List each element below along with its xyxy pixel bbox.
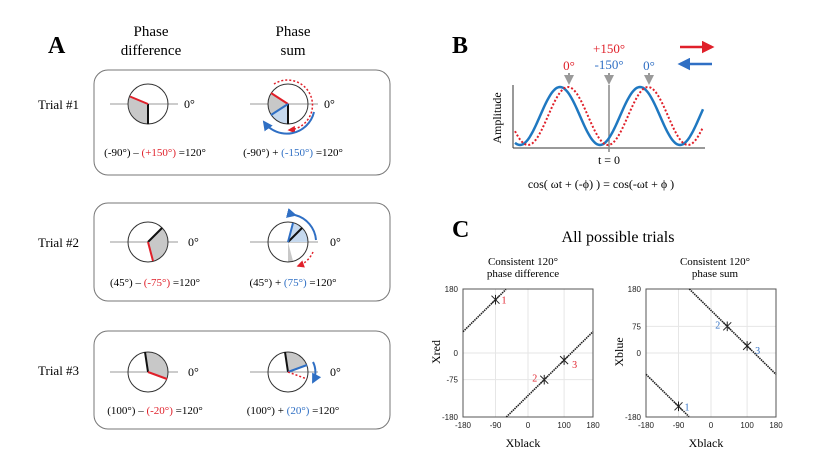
trial-point-label: 3: [572, 360, 577, 371]
b-wave-red: [514, 85, 704, 147]
trial-point-2: [722, 321, 732, 332]
trial-1-sum-dial: [250, 79, 318, 135]
panel-a-label: A: [48, 33, 66, 59]
c-left-title-1: Consistent 120°: [488, 256, 558, 268]
trial-3-sum-dial: [250, 351, 322, 393]
trial-2-diff-zero: 0°: [188, 235, 199, 249]
trial-2-diff-eq: (45°) – (-75°) =120°: [110, 277, 200, 289]
c-right-xlabel: Xblack: [689, 436, 724, 450]
trial-2-diff-dial: [110, 221, 178, 263]
c-left-plot: -180 -90 0 100 180 180 0 -75 -180 1 2 3: [442, 285, 600, 430]
b-wave-blue: [514, 85, 705, 147]
y-tick-label: -75: [446, 376, 458, 385]
b-zero-red: 0°: [563, 58, 575, 73]
c-left-title-2: phase difference: [487, 268, 559, 280]
y-tick-label: -180: [625, 413, 642, 422]
x-tick-label: -90: [673, 421, 685, 430]
panel-c-label: C: [452, 217, 469, 243]
trial-1-sum-eq: (-90°) + (-150°) =120°: [243, 147, 343, 159]
trial-point-label: 3: [755, 346, 760, 357]
trial-point-2: [539, 374, 549, 385]
trial-1-label: Trial #1: [38, 97, 79, 112]
trial-3-box: [93, 330, 391, 430]
x-tick-label: 180: [586, 421, 600, 430]
trial-1-diff-dial: [110, 83, 178, 125]
consistent-phase-line: [645, 288, 777, 418]
y-tick-label: 180: [445, 285, 459, 294]
plot-frame: [462, 288, 594, 418]
x-tick-label: -90: [490, 421, 502, 430]
trial-3-diff-dial: [110, 351, 178, 393]
x-tick-label: 0: [526, 421, 531, 430]
header-sum-line1: Phase: [276, 24, 311, 40]
plot-frame: [645, 288, 777, 418]
trial-1-sum-zero: 0°: [324, 97, 335, 111]
header-diff-line1: Phase: [134, 24, 169, 40]
trial-1-diff-eq: (-90°) – (+150°) =120°: [104, 147, 206, 159]
c-left-xlabel: Xblack: [506, 436, 541, 450]
b-equation: cos( ωt + (-ϕ) ) = cos(-ωt + ϕ ): [528, 177, 674, 191]
header-diff-line2: difference: [121, 43, 182, 59]
y-tick-label: 0: [454, 349, 459, 358]
trial-2-label: Trial #2: [38, 235, 79, 250]
panel-b-label: B: [452, 33, 468, 59]
trial-1-diff-zero: 0°: [184, 97, 195, 111]
b-plus150: +150°: [593, 41, 625, 56]
c-right-title-1: Consistent 120°: [680, 256, 750, 268]
trial-point-3: [559, 355, 569, 365]
trial-3-sum-eq: (100°) + (20°) =120°: [247, 405, 340, 417]
trial-point-1: [674, 401, 683, 412]
trial-point-label: 1: [502, 296, 507, 307]
x-tick-label: 0: [709, 421, 714, 430]
x-tick-label: 100: [740, 421, 754, 430]
trial-2-sum-dial: [250, 208, 318, 268]
b-minus150: -150°: [594, 57, 623, 72]
trial-3-diff-zero: 0°: [188, 365, 199, 379]
trial-3-diff-eq: (100°) – (-20°) =120°: [107, 405, 202, 417]
x-tick-label: 180: [769, 421, 783, 430]
b-t0-label: t = 0: [598, 153, 620, 167]
trial-1-box: [93, 69, 391, 176]
b-ylabel: Amplitude: [490, 92, 504, 143]
consistent-phase-line: [462, 288, 594, 418]
c-right-title-2: phase sum: [692, 268, 739, 280]
trial-point-label: 2: [715, 320, 720, 331]
y-tick-label: 180: [628, 285, 642, 294]
trial-2-sum-zero: 0°: [330, 235, 341, 249]
y-tick-label: 75: [632, 322, 641, 331]
trial-point-label: 1: [685, 402, 690, 413]
trial-3-sum-zero: 0°: [330, 365, 341, 379]
trial-point-label: 2: [532, 374, 537, 385]
y-tick-label: -180: [442, 413, 459, 422]
trial-2-box: [93, 202, 391, 302]
trial-3-label: Trial #3: [38, 363, 79, 378]
b-zero-blue: 0°: [643, 58, 655, 73]
trial-point-3: [742, 341, 752, 351]
x-tick-label: -180: [455, 421, 472, 430]
c-right-plot: -180 -90 0 100 180 180 75 0 -180 1 2 3: [625, 285, 783, 430]
trial-point-1: [491, 294, 500, 305]
x-tick-label: 100: [557, 421, 571, 430]
trial-2-sum-eq: (45°) + (75°) =120°: [249, 277, 336, 289]
header-sum-line2: sum: [280, 43, 305, 59]
c-title: All possible trials: [562, 229, 675, 246]
c-left-ylabel: Xred: [429, 340, 443, 364]
y-tick-label: 0: [637, 349, 642, 358]
x-tick-label: -180: [638, 421, 655, 430]
c-right-ylabel: Xblue: [612, 337, 626, 366]
